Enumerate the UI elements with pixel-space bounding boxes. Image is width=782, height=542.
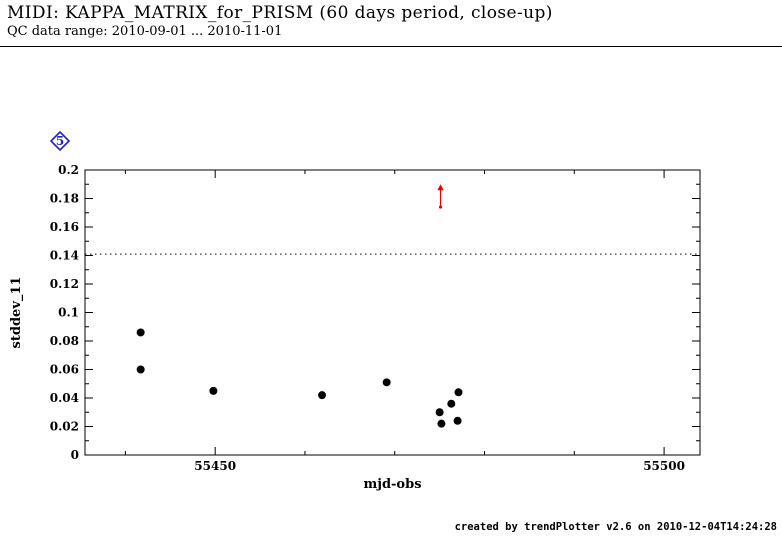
y-tick-label: 0.14	[50, 249, 79, 263]
y-axis-label: stddev_11	[9, 277, 24, 349]
scatter-point	[318, 391, 327, 400]
scatter-point	[136, 328, 145, 337]
x-axis-label: mjd-obs	[363, 477, 421, 492]
scatter-point	[447, 399, 456, 408]
y-tick-label: 0.2	[58, 163, 79, 177]
y-tick-label: 0.18	[50, 192, 79, 206]
scatter-point	[209, 386, 218, 395]
scatter-point	[437, 419, 446, 428]
page-marker-label: 5	[56, 134, 64, 148]
outlier-arrow-head	[437, 184, 444, 191]
y-tick-label: 0.08	[50, 334, 79, 348]
y-tick-label: 0.1	[58, 306, 79, 320]
scatter-point	[136, 365, 145, 374]
credit-text: created by trendPlotter v2.6 on 2010-12-…	[454, 521, 777, 533]
scatter-point	[435, 408, 444, 417]
y-tick-label: 0.16	[50, 220, 79, 234]
x-tick-label: 55500	[643, 459, 685, 473]
y-tick-label: 0.02	[50, 420, 79, 434]
scatter-point	[453, 416, 462, 425]
page-title: MIDI: KAPPA_MATRIX_for_PRISM (60 days pe…	[7, 3, 553, 23]
qc-data-range-subtitle: QC data range: 2010-09-01 ... 2010-11-01	[7, 24, 283, 39]
scatter-point	[454, 388, 463, 397]
y-tick-label: 0.12	[50, 277, 79, 291]
chart-header: MIDI: KAPPA_MATRIX_for_PRISM (60 days pe…	[7, 3, 553, 39]
plot-frame	[84, 169, 701, 456]
scatter-point	[382, 378, 391, 387]
y-tick-label: 0.06	[50, 363, 79, 377]
x-tick-label: 55450	[194, 459, 236, 473]
y-tick-label: 0	[71, 448, 79, 462]
header-divider	[0, 46, 782, 47]
page-marker-diamond-icon	[49, 130, 71, 152]
y-tick-label: 0.04	[50, 391, 79, 405]
